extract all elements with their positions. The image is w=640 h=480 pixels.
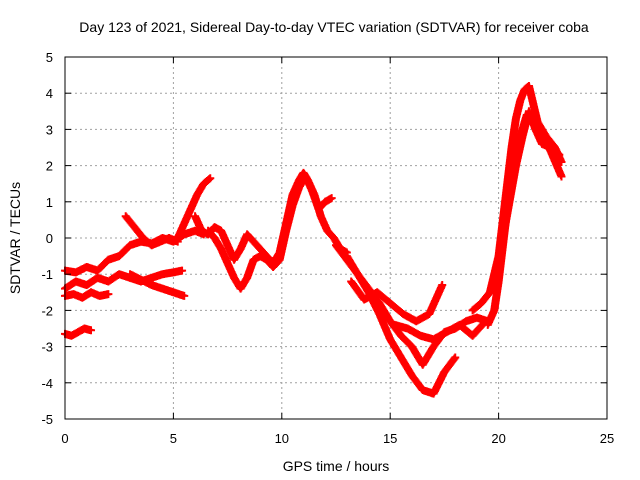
series-track-b <box>61 288 113 302</box>
y-tick-label: 4 <box>46 86 53 101</box>
data-point <box>206 174 215 183</box>
y-axis-tick-labels: -5 -4 -3 -2 -1 0 1 2 3 4 5 <box>41 50 53 427</box>
data-point <box>104 290 113 299</box>
series-track-g <box>173 174 215 242</box>
data-point <box>451 353 460 362</box>
y-tick-label: -3 <box>41 340 53 355</box>
series-track-n <box>468 81 566 315</box>
series-track-l <box>347 277 447 326</box>
x-tick-label: 20 <box>491 431 505 446</box>
data-point <box>557 172 566 181</box>
y-tick-label: 1 <box>46 195 53 210</box>
y-tick-label: 0 <box>46 231 53 246</box>
data-markers <box>61 81 566 398</box>
series-track-e <box>121 212 182 250</box>
data-point <box>178 266 187 275</box>
y-tick-label: 3 <box>46 122 53 137</box>
y-tick-label: -5 <box>41 412 53 427</box>
data-point <box>555 150 564 159</box>
x-axis-tick-labels: 0 5 10 15 20 25 <box>61 431 614 446</box>
y-tick-label: -2 <box>41 303 53 318</box>
series-track-h <box>191 168 351 268</box>
series-track-i <box>204 172 336 293</box>
data-point <box>87 326 96 335</box>
series-track-m <box>390 317 490 344</box>
y-tick-label: -1 <box>41 267 53 282</box>
y-axis-label: SDTVAR / TECUs <box>7 182 23 294</box>
x-tick-label: 15 <box>383 431 397 446</box>
series-track-f <box>126 270 189 300</box>
series-track-a <box>61 324 96 340</box>
y-tick-label: 5 <box>46 50 53 65</box>
series-track-c <box>61 226 208 277</box>
data-point <box>180 291 189 300</box>
chart-title: Day 123 of 2021, Sidereal Day-to-day VTE… <box>79 19 589 35</box>
y-tick-label: -4 <box>41 376 53 391</box>
series-track-j <box>332 241 492 369</box>
x-tick-label: 0 <box>61 431 68 446</box>
x-tick-label: 25 <box>600 431 614 446</box>
y-tick-label: 2 <box>46 159 53 174</box>
x-tick-label: 10 <box>275 431 289 446</box>
x-tick-label: 5 <box>170 431 177 446</box>
axis-ticks <box>64 56 608 420</box>
data-point <box>438 281 447 290</box>
series-track-p <box>498 107 564 242</box>
data-point <box>327 194 336 203</box>
series-track-k <box>342 252 460 398</box>
x-axis-label: GPS time / hours <box>283 458 390 474</box>
